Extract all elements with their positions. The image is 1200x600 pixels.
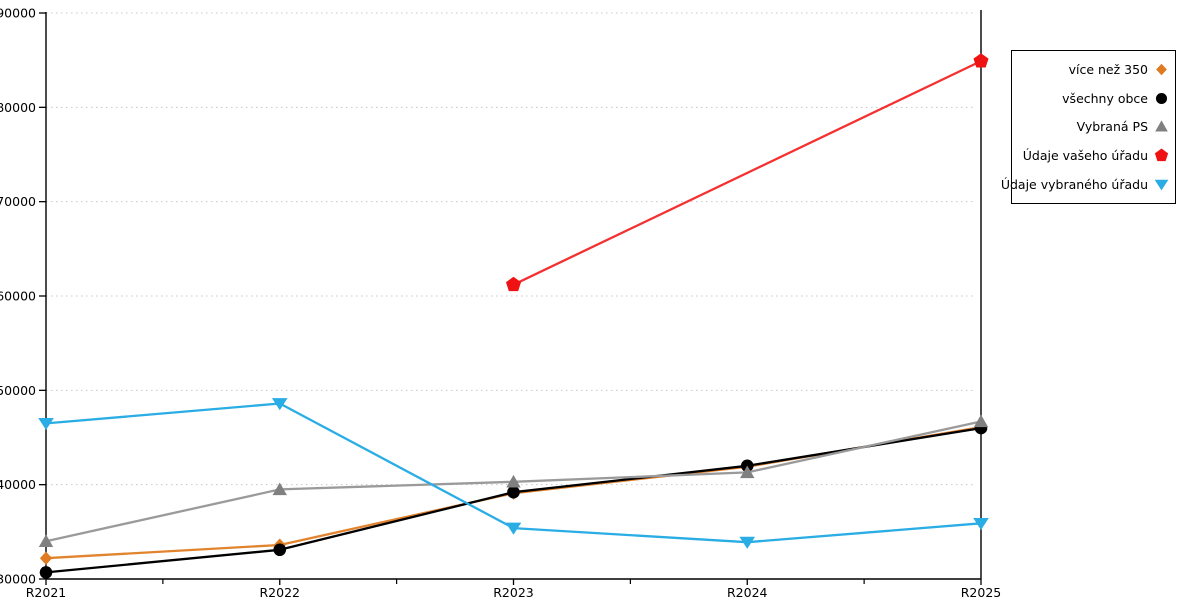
- y-tick-label: 60000: [0, 289, 36, 304]
- legend-item-0: více než 350: [1016, 61, 1170, 78]
- axes: 30000 40000 50000 60000 70000 80000 90000 R2021…: [0, 6, 1001, 600]
- series-4: [38, 398, 989, 549]
- triangle-down-marker-icon: [38, 417, 54, 431]
- circle-marker-icon: [273, 543, 287, 557]
- diamond-marker-icon: [39, 551, 53, 565]
- legend: více než 350 všechny obce Vybraná PS Údaje …: [1001, 50, 1176, 204]
- y-tick-label: 80000: [0, 100, 36, 115]
- gridlines: [46, 12, 976, 486]
- x-tick-label: R2023: [493, 585, 534, 600]
- legend-marker: [1156, 63, 1167, 76]
- legend-item-4: Údaje vybraného úřadu: [1001, 176, 1170, 193]
- x-tick-label: R2025: [961, 585, 1002, 600]
- circle-marker-icon: [39, 566, 53, 579]
- series-line: [44, 402, 983, 544]
- triangle-down-marker-icon: [973, 517, 989, 531]
- legend-label: Vybraná PS: [1076, 119, 1148, 135]
- diamond-marker-icon-legend: [1156, 63, 1167, 76]
- legend-label: Údaje vybraného úřadu: [1000, 177, 1148, 193]
- legend-item-1: všechny obce: [1016, 90, 1170, 107]
- y-tick-label: 40000: [0, 477, 36, 492]
- y-tick-label: 90000: [0, 6, 36, 21]
- triangle-up-marker-icon: [272, 482, 287, 496]
- y-tick-label: 30000: [0, 572, 36, 587]
- legend-marker: [1154, 148, 1169, 162]
- x-tick-label: R2024: [727, 585, 768, 600]
- series-line: [512, 59, 983, 286]
- triangle-up-marker-icon: [740, 465, 755, 479]
- legend-marker: [1155, 120, 1168, 133]
- pentagon-marker-icon: [505, 276, 522, 292]
- triangle-down-marker-icon: [739, 536, 756, 549]
- triangle-down-marker-icon-legend: [1154, 179, 1169, 191]
- y-tick-label: 50000: [0, 383, 36, 398]
- circle-marker-icon: [507, 485, 520, 499]
- y-tick-label: 70000: [0, 194, 36, 209]
- triangle-up-marker-icon: [506, 474, 521, 488]
- triangle-up-marker-icon-legend: [1155, 120, 1168, 133]
- circle-marker-icon-legend: [1155, 92, 1168, 104]
- series-1: [39, 421, 988, 579]
- pentagon-marker-icon-legend: [1154, 148, 1169, 162]
- legend-label: všechny obce: [1062, 90, 1148, 106]
- series-2: [38, 414, 989, 547]
- legend-label: více než 350: [1068, 61, 1148, 77]
- pentagon-marker-icon: [973, 53, 989, 68]
- triangle-up-marker-icon: [38, 534, 54, 547]
- triangle-down-marker-icon: [271, 398, 288, 411]
- legend-marker: [1155, 92, 1168, 104]
- legend-marker: [1154, 179, 1169, 191]
- legend-label: Údaje vašeho úřadu: [1022, 148, 1148, 164]
- triangle-down-marker-icon: [505, 522, 522, 535]
- series-3: [505, 53, 989, 292]
- triangle-up-marker-icon: [973, 414, 989, 428]
- legend-item-3: Údaje vašeho úřadu: [1016, 147, 1170, 164]
- legend-item-2: Vybraná PS: [1016, 118, 1170, 135]
- x-tick-label: R2022: [260, 585, 301, 600]
- x-tick-label: R2021: [26, 585, 67, 600]
